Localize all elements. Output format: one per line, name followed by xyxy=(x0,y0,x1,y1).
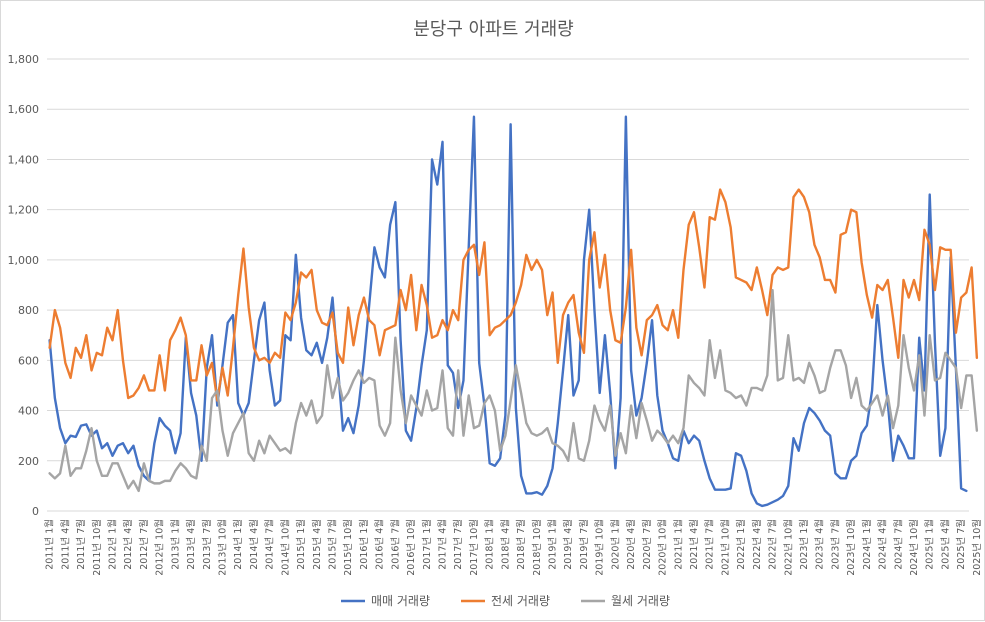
x-tick-label: 2024년 1월 xyxy=(861,519,873,570)
y-tick-label: 1,800 xyxy=(8,53,40,66)
x-tick-label: 2022년 4월 xyxy=(751,519,763,570)
x-tick-label: 2012년 1월 xyxy=(106,519,118,570)
x-tick-label: 2018년 4월 xyxy=(499,519,511,570)
x-tick-label: 2021년 4월 xyxy=(688,519,700,570)
x-tick-label: 2012년 7월 xyxy=(138,519,150,570)
x-tick-label: 2024년 10월 xyxy=(908,519,920,576)
x-tick-label: 2013년 7월 xyxy=(201,519,213,570)
legend-label: 전세 거래량 xyxy=(491,594,550,608)
x-tick-label: 2015년 1월 xyxy=(295,519,307,570)
x-tick-label: 2016년 4월 xyxy=(374,519,386,570)
x-tick-label: 2025년 10월 xyxy=(971,519,983,576)
x-tick-label: 2017년 10월 xyxy=(468,519,480,576)
x-tick-label: 2020년 7월 xyxy=(641,519,653,570)
x-tick-label: 2021년 10월 xyxy=(719,519,731,576)
x-tick-label: 2017년 4월 xyxy=(437,519,449,570)
y-tick-label: 1,400 xyxy=(8,153,40,166)
x-tick-label: 2020년 4월 xyxy=(625,519,637,570)
y-tick-label: 1,000 xyxy=(8,254,40,267)
legend-label: 월세 거래량 xyxy=(611,594,670,608)
x-tick-label: 2016년 10월 xyxy=(405,519,417,576)
x-tick-label: 2021년 1월 xyxy=(672,519,684,570)
y-tick-label: 0 xyxy=(32,505,39,518)
x-tick-label: 2014년 7월 xyxy=(264,519,276,570)
x-tick-label: 2018년 10월 xyxy=(531,519,543,576)
x-tick-label: 2017년 1월 xyxy=(421,519,433,570)
y-tick-label: 1,200 xyxy=(8,204,40,217)
x-tick-label: 2022년 10월 xyxy=(782,519,794,576)
x-tick-label: 2011년 10월 xyxy=(91,519,103,576)
x-tick-label: 2025년 7월 xyxy=(955,519,967,570)
x-tick-label: 2012년 4월 xyxy=(122,519,134,570)
x-tick-label: 2022년 1월 xyxy=(735,519,747,570)
x-tick-label: 2011년 1월 xyxy=(44,519,56,570)
x-tick-label: 2014년 1월 xyxy=(232,519,244,570)
x-tick-label: 2016년 1월 xyxy=(358,519,370,570)
x-tick-label: 2023년 7월 xyxy=(829,519,841,570)
x-tick-label: 2020년 10월 xyxy=(657,519,669,576)
x-tick-label: 2022년 7월 xyxy=(767,519,779,570)
x-tick-label: 2014년 4월 xyxy=(248,519,260,570)
y-tick-label: 1,600 xyxy=(8,103,40,116)
chart-title: 분당구 아파트 거래량 xyxy=(413,19,574,40)
x-tick-label: 2015년 7월 xyxy=(327,519,339,570)
x-tick-label: 2019년 1월 xyxy=(547,519,559,570)
x-tick-label: 2024년 7월 xyxy=(892,519,904,570)
x-tick-label: 2014년 10월 xyxy=(279,519,291,576)
x-tick-label: 2023년 1월 xyxy=(798,519,810,570)
x-tick-label: 2015년 10월 xyxy=(342,519,354,576)
y-tick-label: 200 xyxy=(18,455,39,468)
x-tick-label: 2019년 4월 xyxy=(562,519,574,570)
x-tick-label: 2018년 1월 xyxy=(484,519,496,570)
x-tick-label: 2021년 7월 xyxy=(704,519,716,570)
x-tick-label: 2020년 1월 xyxy=(609,519,621,570)
series-line xyxy=(48,288,979,493)
x-tick-label: 2013년 10월 xyxy=(216,519,228,576)
x-tick-label: 2025년 1월 xyxy=(924,519,936,570)
x-tick-label: 2012년 10월 xyxy=(154,519,166,576)
series-line xyxy=(48,115,968,508)
x-tick-label: 2019년 7월 xyxy=(578,519,590,570)
y-tick-label: 800 xyxy=(18,304,39,317)
x-tick-label: 2016년 7월 xyxy=(389,519,401,570)
y-tick-label: 600 xyxy=(18,354,39,367)
x-tick-label: 2017년 7월 xyxy=(452,519,464,570)
x-tick-label: 2023년 10월 xyxy=(845,519,857,576)
x-tick-label: 2023년 4월 xyxy=(814,519,826,570)
x-tick-label: 2025년 4월 xyxy=(939,519,951,570)
x-tick-label: 2018년 7월 xyxy=(515,519,527,570)
legend-label: 매매 거래량 xyxy=(371,594,430,608)
x-tick-label: 2013년 1월 xyxy=(169,519,181,570)
x-tick-label: 2011년 7월 xyxy=(75,519,87,570)
x-tick-label: 2024년 4월 xyxy=(877,519,889,570)
x-tick-label: 2011년 4월 xyxy=(59,519,71,570)
x-tick-label: 2015년 4월 xyxy=(311,519,323,570)
x-tick-label: 2019년 10월 xyxy=(594,519,606,576)
y-tick-label: 400 xyxy=(18,405,39,418)
x-tick-label: 2013년 4월 xyxy=(185,519,197,570)
series-line xyxy=(48,188,979,402)
